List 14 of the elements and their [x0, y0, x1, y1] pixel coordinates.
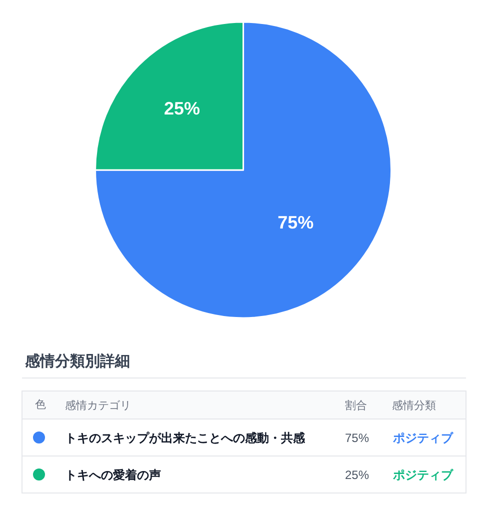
text: 感情分類 [392, 399, 436, 412]
legend-label: トキのスキップが出来たことへの感動・共感 [65, 431, 306, 445]
pie-slice [94, 21, 392, 319]
text: 色 [35, 399, 46, 411]
data-label: 75% [278, 212, 314, 232]
text: 25% [345, 468, 370, 482]
legend-label: トキへの愛着の声 [65, 468, 161, 482]
text: 感情カテゴリ [65, 399, 131, 412]
text: 感情分類別詳細 [24, 353, 130, 370]
text: ポジティブ [392, 431, 454, 445]
text: ポジティブ [392, 468, 454, 482]
text: 割合 [345, 399, 367, 412]
text: 75% [345, 431, 370, 445]
data-label: 25% [164, 98, 200, 119]
